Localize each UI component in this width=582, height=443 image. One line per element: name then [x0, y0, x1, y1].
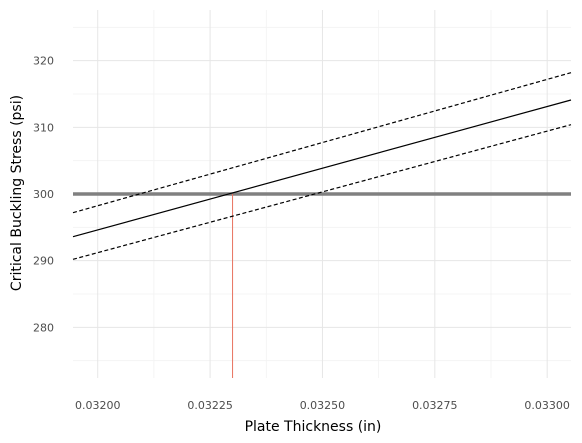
x-tick-label: 0.03275	[412, 399, 458, 412]
x-tick-labels: 0.03200 0.03225 0.03250 0.03275 0.03300	[75, 399, 570, 412]
x-axis-title: Plate Thickness (in)	[245, 419, 382, 435]
x-tick-label: 0.03250	[300, 399, 346, 412]
series-line-1	[72, 99, 572, 238]
y-tick-label: 290	[33, 255, 54, 268]
x-tick-label: 0.03225	[187, 399, 233, 412]
y-tick-labels: 280 290 300 310 320	[33, 55, 54, 335]
series-line-2	[72, 72, 572, 214]
series-lines	[72, 72, 572, 260]
y-axis-title: Critical Buckling Stress (psi)	[9, 95, 25, 291]
x-tick-label: 0.03200	[75, 399, 121, 412]
y-tick-label: 310	[33, 121, 54, 134]
series-line-3	[72, 124, 572, 260]
reference-lines	[73, 192, 571, 378]
y-tick-label: 280	[33, 321, 54, 334]
x-tick-label: 0.03300	[524, 399, 570, 412]
y-tick-label: 300	[33, 188, 54, 201]
y-tick-label: 320	[33, 55, 54, 68]
